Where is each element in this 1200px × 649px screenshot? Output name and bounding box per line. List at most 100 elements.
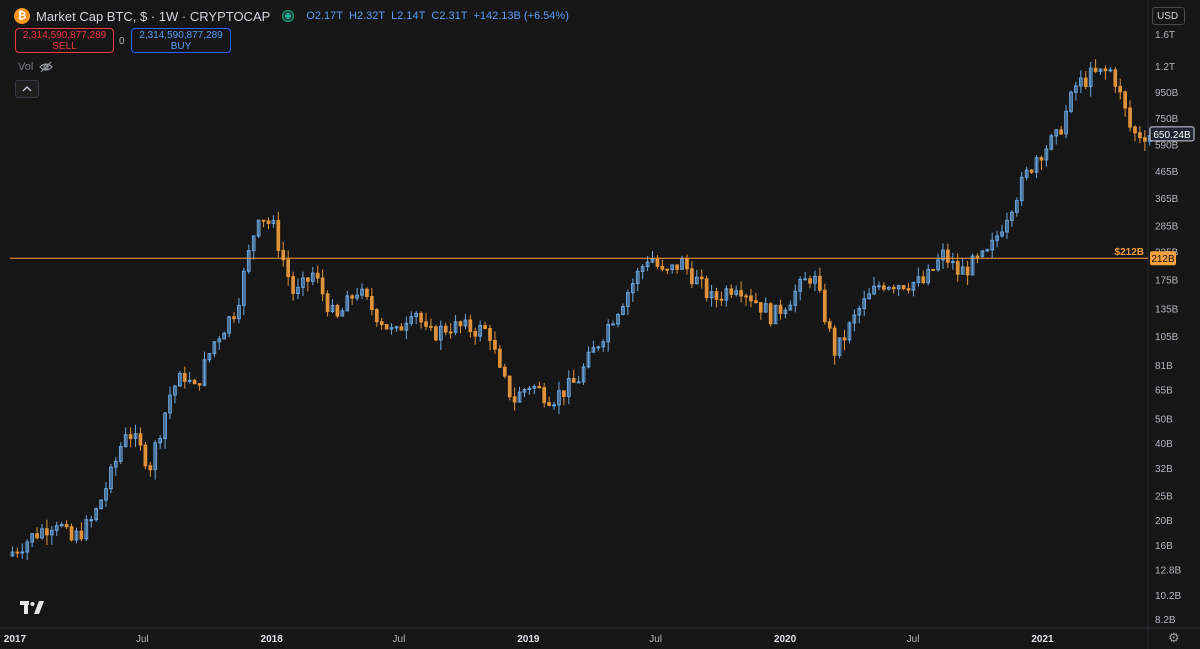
candle	[1088, 61, 1093, 97]
candle-body	[788, 304, 793, 311]
candle	[714, 287, 719, 308]
candle-body	[630, 282, 635, 294]
candle-body	[45, 528, 49, 536]
candle-body	[463, 319, 468, 327]
candle-body	[640, 266, 645, 272]
volume-indicator-label[interactable]: Vol	[18, 61, 54, 73]
candle-body	[84, 519, 89, 540]
candle	[365, 287, 369, 300]
candle	[660, 259, 665, 272]
candle	[916, 267, 921, 287]
candle	[763, 297, 768, 313]
candle	[783, 307, 788, 319]
candle	[601, 339, 606, 352]
horizontal-level-line[interactable]: $212B	[10, 247, 1148, 259]
candle	[64, 520, 69, 530]
candle-body	[591, 347, 596, 353]
collapse-legend-button[interactable]	[15, 80, 39, 98]
ohlc-high: H2.32T	[349, 10, 386, 22]
price-axis[interactable]: 1.6T1.2T950B750B590B465B365B285B225B175B…	[1149, 30, 1195, 626]
candle-body	[94, 508, 99, 521]
candle	[242, 267, 246, 316]
candle-body	[906, 288, 911, 291]
candle-body	[217, 338, 222, 343]
candle	[163, 412, 167, 449]
candle-body	[527, 387, 532, 391]
currency-selector[interactable]: USD	[1152, 7, 1185, 25]
candle	[857, 305, 862, 324]
candle	[995, 230, 999, 248]
candle	[926, 264, 931, 286]
candle-body	[1142, 137, 1147, 142]
candle	[187, 371, 192, 384]
candle-body	[202, 359, 207, 386]
candle-body	[335, 304, 340, 317]
candle-body	[340, 310, 345, 317]
candle-body	[478, 325, 483, 337]
candle-body	[1098, 68, 1103, 72]
candle	[744, 293, 748, 306]
candle-body	[714, 291, 719, 300]
candle-body	[729, 288, 734, 295]
y-tick-label: 105B	[1155, 332, 1179, 343]
candle	[202, 351, 207, 387]
buy-label: BUY	[170, 40, 192, 52]
candle	[473, 327, 478, 345]
candle-body	[345, 295, 350, 312]
candle-body	[576, 381, 581, 384]
tradingview-logo-icon[interactable]	[20, 601, 44, 615]
candle-body	[1005, 219, 1009, 233]
candle	[320, 269, 325, 302]
candle	[463, 314, 468, 330]
candle-body	[1064, 110, 1068, 135]
candle	[74, 527, 79, 544]
candle-body	[724, 288, 729, 301]
time-axis[interactable]: 2017 Jul 2018 Jul 2019 Jul 2020 Jul 2021	[4, 634, 1054, 645]
market-status-icon[interactable]	[282, 10, 295, 22]
candle	[704, 275, 709, 302]
candle	[182, 366, 187, 389]
candle-body	[557, 390, 561, 406]
candle-body	[980, 250, 985, 257]
candle-body	[685, 258, 689, 270]
candle-body	[54, 525, 59, 531]
settings-gear-icon[interactable]: ⚙	[1168, 630, 1180, 645]
eye-hidden-icon[interactable]	[39, 61, 54, 73]
candle-body	[719, 298, 724, 301]
candle-body	[542, 387, 547, 404]
candle	[1005, 212, 1009, 239]
candle	[1039, 155, 1044, 170]
candle-body	[867, 293, 871, 300]
y-tick-label: 750B	[1155, 114, 1179, 125]
symbol-title[interactable]: Market Cap BTC, $ · 1W · CRYPTOCAP	[36, 8, 271, 24]
candle	[1069, 90, 1073, 114]
candle-body	[182, 372, 187, 382]
candle	[788, 300, 793, 311]
candle-body	[965, 266, 970, 276]
candle	[616, 312, 620, 328]
candle-body	[438, 325, 443, 341]
candle	[768, 301, 773, 327]
sell-button[interactable]: 2,314,590,877,289 SELL	[15, 28, 114, 53]
candle	[158, 435, 163, 449]
candle-body	[586, 351, 591, 368]
candle-body	[1113, 69, 1118, 87]
y-tick-label: 175B	[1155, 275, 1179, 286]
candle-body	[532, 385, 537, 389]
candle	[1093, 59, 1098, 74]
candle	[286, 250, 291, 286]
buy-button[interactable]: 2,314,590,877,289 BUY	[131, 28, 231, 53]
candle	[739, 281, 743, 303]
candle-body	[237, 304, 241, 320]
candle-body	[1000, 231, 1004, 237]
spread-value: 0	[119, 36, 125, 47]
candle	[566, 370, 571, 405]
candle-body	[20, 551, 25, 554]
candle	[138, 427, 143, 451]
candle	[758, 302, 763, 320]
candle	[960, 257, 965, 275]
candle	[852, 309, 857, 332]
candle-body	[473, 331, 478, 337]
candle-body	[1039, 157, 1044, 161]
